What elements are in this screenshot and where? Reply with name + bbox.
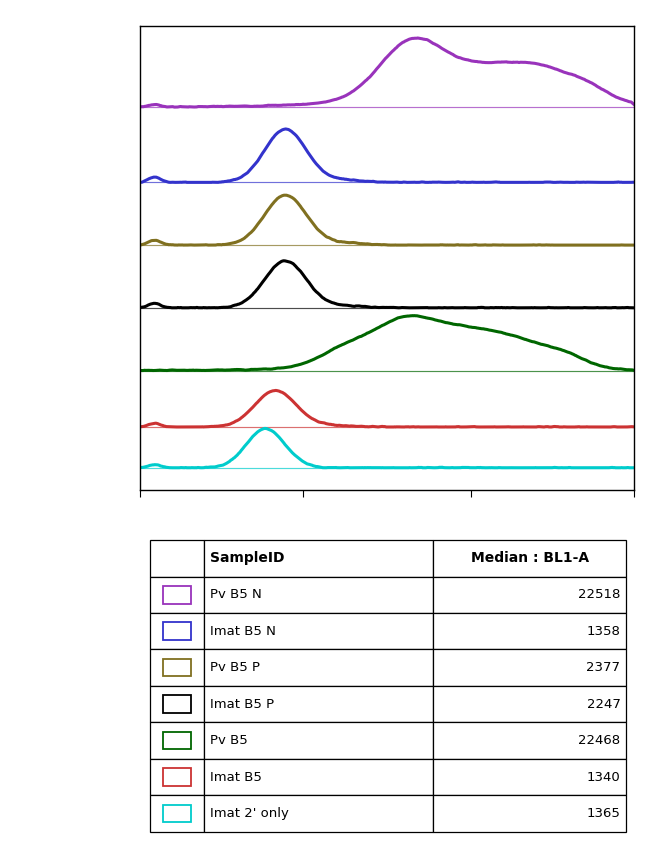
Text: 1340: 1340 [587,771,620,784]
Bar [162,659,192,676]
Bar [205,577,434,613]
Text: 22468: 22468 [578,734,620,747]
Text: 2247: 2247 [586,698,620,711]
Bar [205,649,434,686]
Bar [150,722,205,759]
Bar [150,686,205,722]
Bar [434,613,627,649]
Bar [150,759,205,796]
Bar [150,796,205,832]
Bar [162,586,192,603]
Bar [205,540,434,577]
Bar [150,649,205,686]
Text: 1365: 1365 [586,807,620,820]
Bar [162,805,192,822]
Bar [434,540,627,577]
Bar [205,613,434,649]
Bar [205,686,434,722]
Text: Pv B5 N: Pv B5 N [211,588,262,602]
Bar [434,796,627,832]
Text: Imat B5 P: Imat B5 P [211,698,274,711]
Bar [434,722,627,759]
Text: Imat B5 N: Imat B5 N [211,625,276,638]
Bar [434,649,627,686]
Bar [434,577,627,613]
Bar [205,796,434,832]
Bar [162,769,192,786]
Bar [150,613,205,649]
Text: 2377: 2377 [586,661,620,674]
Text: Pv B5: Pv B5 [211,734,248,747]
Text: Imat 2' only: Imat 2' only [211,807,289,820]
Text: Imat B5: Imat B5 [211,771,262,784]
Bar [434,686,627,722]
Bar [150,540,205,577]
Bar [205,759,434,796]
Bar [162,623,192,640]
Bar [162,695,192,713]
Text: Pv B5 P: Pv B5 P [211,661,261,674]
Bar [434,759,627,796]
Bar [162,732,192,750]
Text: SampleID: SampleID [211,551,285,565]
Text: 22518: 22518 [578,588,620,602]
Bar [150,577,205,613]
Bar [205,722,434,759]
Text: 1358: 1358 [586,625,620,638]
Text: Median : BL1-A: Median : BL1-A [471,551,589,565]
